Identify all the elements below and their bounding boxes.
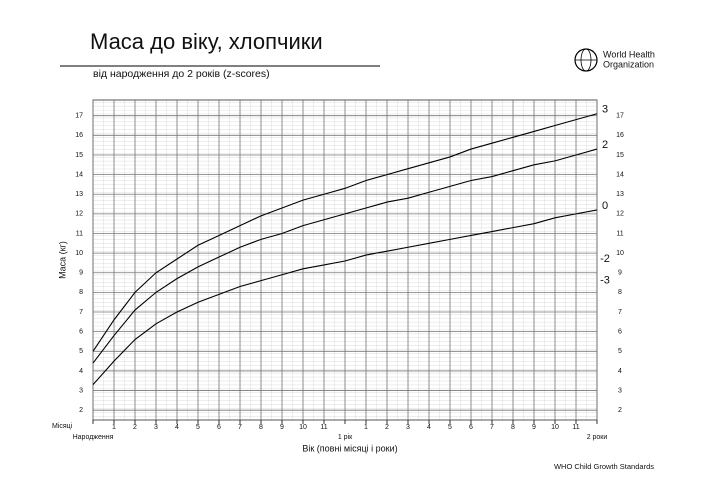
- y-tick-label: 3: [79, 387, 83, 394]
- z-score-label: 2: [602, 139, 608, 151]
- y-tick-label: 2: [618, 407, 622, 414]
- x-tick-label: 3: [406, 424, 410, 431]
- y-tick-label: 6: [79, 329, 83, 336]
- y-tick-label: 15: [616, 152, 624, 159]
- x-tick-label: 4: [427, 424, 431, 431]
- z-score-label: -3: [600, 275, 610, 287]
- x-tick-label: 7: [238, 424, 242, 431]
- y-tick-label: 13: [75, 191, 83, 198]
- y-tick-label: 8: [618, 289, 622, 296]
- x-tick-label: 7: [490, 424, 494, 431]
- y-tick-label: 9: [79, 270, 83, 277]
- x-tick-label: 10: [551, 424, 559, 431]
- y-tick-label: 3: [618, 387, 622, 394]
- y-tick-label: 10: [616, 250, 624, 257]
- y-tick-label: 12: [75, 211, 83, 218]
- z-score-line: [92, 209, 598, 386]
- y-tick-label: 15: [75, 152, 83, 159]
- y-tick-label: 5: [618, 348, 622, 355]
- x-tick-label: 5: [448, 424, 452, 431]
- z-score-label: 0: [602, 200, 608, 212]
- y-tick-label: 17: [75, 113, 83, 120]
- x-tick-label: 11: [320, 424, 327, 431]
- x-tick-label: 1: [112, 424, 116, 431]
- x-unit-label: Місяці: [52, 422, 73, 430]
- x-tick-label: 2: [133, 424, 137, 431]
- y-tick-label: 7: [618, 309, 622, 316]
- y-tick-label: 7: [79, 309, 83, 316]
- y-tick-label: 13: [616, 191, 624, 198]
- y-tick-label: 2: [79, 407, 83, 414]
- x-tick-label: 8: [259, 424, 263, 431]
- y-tick-label: 6: [618, 329, 622, 336]
- chart-title: Маса до віку, хлопчики: [90, 29, 323, 54]
- chart-subtitle: від народження до 2 років (z-scores): [93, 68, 270, 80]
- x-tick-label: 3: [154, 424, 158, 431]
- x-tick-label: 9: [280, 424, 284, 431]
- y-tick-label: 12: [616, 211, 624, 218]
- y-tick-label: 14: [616, 171, 624, 178]
- z-score-line: [92, 148, 598, 364]
- y-tick-label: 10: [75, 250, 83, 257]
- y-tick-label: 16: [616, 132, 624, 139]
- x-axis-label: Вік (повні місяці і роки): [302, 443, 397, 453]
- footer: WHO Child Growth Standards: [554, 462, 654, 471]
- y-tick-label: 9: [618, 270, 622, 277]
- who-logo: [574, 48, 598, 72]
- x-tick-label: Народження: [73, 434, 114, 441]
- z-score-label: -2: [600, 253, 610, 265]
- y-tick-label: 4: [79, 368, 83, 375]
- organization-name: World Health: [603, 49, 655, 59]
- x-tick-label: 8: [511, 424, 515, 431]
- y-tick-label: 11: [76, 230, 83, 237]
- x-tick-label: 2: [385, 424, 389, 431]
- x-tick-label: 10: [299, 424, 307, 431]
- x-tick-label: 11: [572, 424, 579, 431]
- y-tick-label: 8: [79, 289, 83, 296]
- y-tick-label: 5: [79, 348, 83, 355]
- y-tick-label: 4: [618, 368, 622, 375]
- y-tick-label: 17: [616, 113, 624, 120]
- x-tick-label: 1: [364, 424, 368, 431]
- organization-name: Organization: [603, 59, 654, 69]
- x-tick-label: 2 роки: [587, 434, 608, 441]
- y-tick-label: 16: [75, 132, 83, 139]
- y-tick-label: 11: [616, 230, 623, 237]
- x-tick-label: 1 рік: [338, 433, 353, 441]
- z-score-label: 3: [602, 104, 608, 116]
- x-tick-label: 5: [196, 424, 200, 431]
- x-tick-label: 9: [532, 424, 536, 431]
- x-tick-label: 4: [175, 424, 179, 431]
- z-score-line: [92, 113, 598, 352]
- x-tick-label: 6: [217, 424, 221, 431]
- x-tick-label: 6: [469, 424, 473, 431]
- y-tick-label: 14: [75, 171, 83, 178]
- y-axis-label: Маса (кг): [57, 241, 67, 279]
